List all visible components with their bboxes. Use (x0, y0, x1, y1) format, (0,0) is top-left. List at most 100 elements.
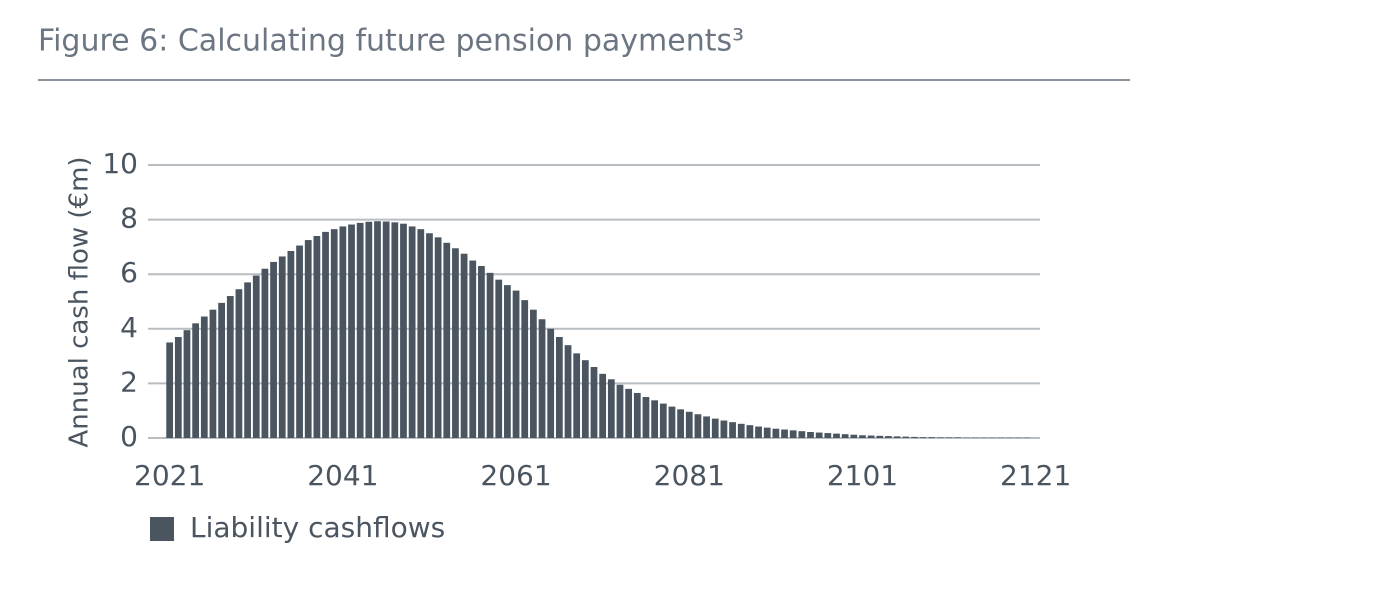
bar (703, 416, 710, 438)
bar (426, 233, 433, 438)
bar (218, 302, 225, 438)
y-tick-label: 8 (120, 202, 138, 235)
bar (417, 229, 425, 438)
bar (400, 223, 407, 438)
bar (339, 226, 347, 438)
bar (720, 420, 728, 438)
bar (737, 423, 745, 438)
bar (209, 309, 217, 438)
bar (607, 379, 615, 438)
bar (521, 300, 529, 438)
bar (945, 437, 953, 438)
bar (391, 222, 399, 438)
bar (642, 397, 650, 438)
bar (902, 436, 910, 438)
bar (651, 400, 658, 438)
bar (244, 282, 251, 438)
bar (599, 373, 607, 438)
x-tick-label: 2081 (654, 459, 725, 492)
bar (763, 427, 771, 438)
y-tick-label: 4 (120, 311, 138, 344)
bar (296, 245, 303, 438)
bar (443, 242, 451, 438)
bar (625, 388, 633, 438)
chart-title: Figure 6: Calculating future pension pay… (38, 24, 744, 59)
bar (590, 367, 598, 438)
bar (495, 279, 503, 438)
bar (304, 240, 312, 438)
bar (460, 253, 468, 438)
y-tick-label: 10 (102, 147, 138, 180)
bar (348, 224, 355, 438)
bar (616, 384, 624, 438)
bar (382, 221, 390, 438)
bar (694, 414, 702, 438)
y-tick-label: 2 (120, 365, 138, 398)
bar (322, 231, 329, 438)
bar (374, 221, 381, 438)
bar (573, 353, 581, 438)
bar (789, 430, 797, 438)
bar (434, 237, 442, 438)
y-axis-label: Annual cash flow (€m) (65, 156, 95, 447)
bar (365, 221, 373, 438)
bar (677, 409, 684, 438)
x-tick-label: 2041 (307, 459, 378, 492)
x-tick-label: 2101 (827, 459, 898, 492)
legend-label: Liability cashflows (190, 511, 445, 544)
bar (919, 437, 927, 438)
bar (408, 226, 416, 438)
y-tick-label: 6 (120, 256, 138, 289)
bar (781, 429, 788, 438)
bar (876, 435, 884, 438)
bar (755, 426, 762, 438)
bar (192, 323, 200, 438)
bar (893, 436, 901, 438)
bar (261, 268, 269, 438)
bar (928, 437, 936, 438)
bar (200, 316, 208, 438)
bar (555, 336, 563, 438)
bar (633, 392, 641, 438)
bar (807, 431, 814, 438)
bar (538, 319, 546, 438)
bar (252, 275, 260, 438)
bar (850, 434, 858, 438)
bar (469, 260, 477, 438)
y-tick-label: 0 (120, 420, 138, 453)
bar (711, 418, 719, 438)
bar (183, 330, 191, 438)
bar (815, 432, 823, 438)
bar (746, 425, 754, 438)
x-tick-label: 2021 (134, 459, 205, 492)
bar (859, 435, 866, 438)
x-tick-label: 2061 (480, 459, 551, 492)
bar (772, 428, 780, 438)
bar (512, 290, 520, 438)
legend-swatch (150, 517, 174, 541)
bar (226, 296, 234, 438)
bar (530, 309, 537, 438)
bar (235, 289, 243, 438)
bar (668, 406, 676, 438)
bar (729, 422, 736, 438)
bar (841, 434, 849, 438)
bar (313, 235, 321, 438)
bar (166, 342, 174, 438)
bar (478, 266, 485, 438)
x-tick-label: 2121 (1000, 459, 1071, 492)
bar (954, 437, 962, 438)
bar (504, 285, 511, 438)
bar (911, 436, 918, 438)
bar (937, 437, 944, 438)
bar (330, 229, 338, 438)
bar (356, 222, 364, 438)
bar (833, 433, 840, 438)
bar (174, 336, 182, 438)
bar (581, 360, 589, 438)
bar (287, 250, 295, 438)
bar (452, 248, 459, 438)
bar (486, 272, 494, 438)
